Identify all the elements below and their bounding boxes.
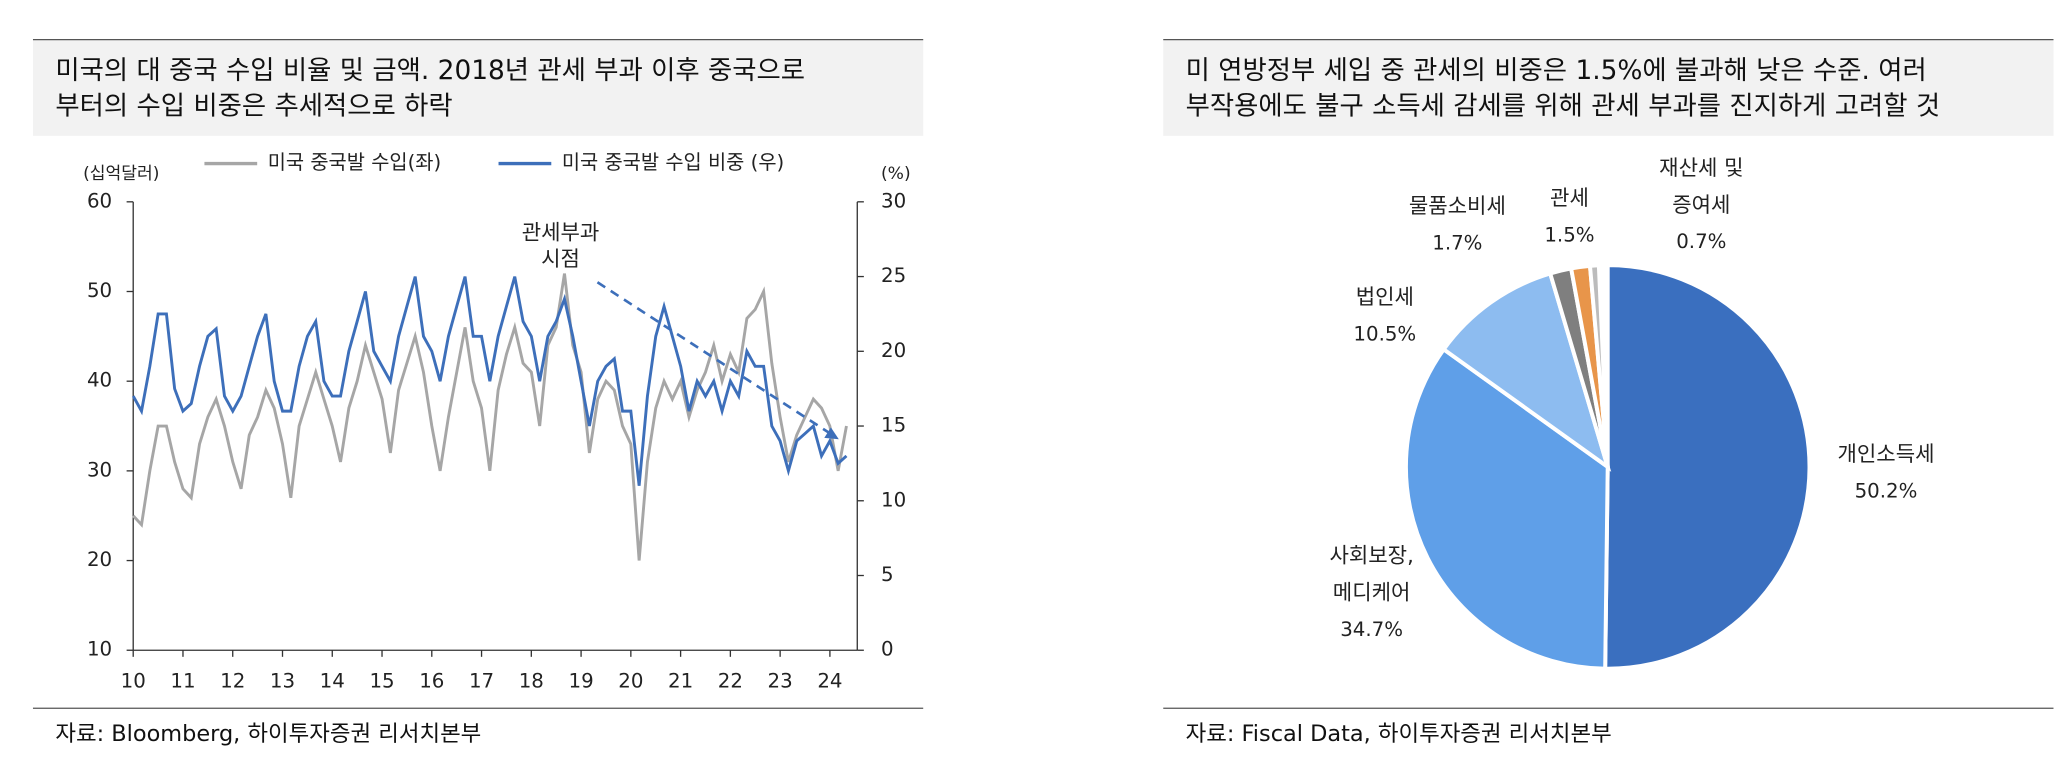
source: 자료: Fiscal Data, 하이투자증권 리서치본부 [1186,721,1612,747]
x-tick-label: 18 [519,669,544,692]
y2-tick-label: 10 [881,488,906,511]
series-line [132,273,848,561]
y2-tick-label: 15 [881,414,906,437]
chart-title: 미국의 대 중국 수입 비율 및 금액. 2018년 관세 부과 이후 중국으로 [55,56,805,86]
slice-label: 증여세 [1672,192,1730,217]
slice-value: 1.7% [1432,232,1482,255]
x-tick-label: 20 [618,669,643,692]
x-tick-label: 21 [668,669,693,692]
trend-arrow [596,281,832,436]
slice-value: 10.5% [1353,323,1416,346]
y-tick-label: 40 [87,369,112,392]
y-tick-label: 50 [87,279,112,302]
legend-label: 미국 중국발 수입(좌) [268,151,441,174]
x-tick-label: 19 [569,669,594,692]
x-tick-label: 11 [170,669,195,692]
title-box [32,39,924,136]
y-tick-label: 20 [87,548,112,571]
arrow-head [824,427,839,440]
slice-value: 34.7% [1340,618,1403,641]
legend-label: 미국 중국발 수입 비중 (우) [562,151,784,174]
chart-title: 부작용에도 불구 소득세 감세를 위해 관세 부과를 진지하게 고려할 것 [1186,91,1940,121]
pie-slice [1587,263,1610,468]
slice-value: 0.7% [1676,230,1726,253]
slice-label: 관세 [1550,185,1589,210]
x-tick-label: 22 [718,669,743,692]
y2-tick-label: 20 [881,339,906,362]
y2-tick-label: 25 [881,264,906,287]
slice-value: 50.2% [1855,479,1918,502]
x-tick-label: 24 [817,669,842,692]
y2-axis-label: (%) [881,164,911,184]
annotation: 관세부과 [522,219,600,244]
slice-label: 개인소득세 [1837,441,1934,466]
y2-tick-label: 0 [881,638,894,661]
source: 자료: Bloomberg, 하이투자증권 리서치본부 [55,721,481,747]
y2-tick-label: 30 [881,189,906,212]
slice-value: 1.5% [1544,224,1594,247]
series-line [131,276,848,486]
pie-slice [1440,271,1612,472]
y-tick-label: 10 [87,638,112,661]
pie-slice [1403,346,1610,671]
x-tick-label: 13 [270,669,295,692]
annotation: 시점 [541,246,580,271]
y-tick-label: 60 [87,189,112,212]
x-tick-label: 17 [469,669,494,692]
y-tick-label: 30 [87,458,112,481]
x-tick-label: 14 [320,669,345,692]
x-tick-label: 23 [768,669,793,692]
x-tick-label: 16 [419,669,444,692]
slice-label: 사회보장, [1329,543,1413,568]
y2-tick-label: 5 [881,563,894,586]
slice-label: 재산세 및 [1659,155,1743,180]
slice-label: 메디케어 [1333,580,1411,605]
x-tick-label: 12 [220,669,245,692]
title-box [1163,39,2054,136]
y-axis-label: (십억달러) [83,164,159,184]
pie-slice [1603,263,1812,671]
x-tick-label: 15 [369,669,394,692]
slice-label: 법인세 [1356,284,1414,309]
chart-title: 미 연방정부 세입 중 관세의 비중은 1.5%에 불과해 낮은 수준. 여러 [1186,56,1927,86]
slice-label: 물품소비세 [1409,193,1506,218]
x-tick-label: 10 [121,669,146,692]
chart-title: 부터의 수입 비중은 추세적으로 하락 [55,91,452,121]
